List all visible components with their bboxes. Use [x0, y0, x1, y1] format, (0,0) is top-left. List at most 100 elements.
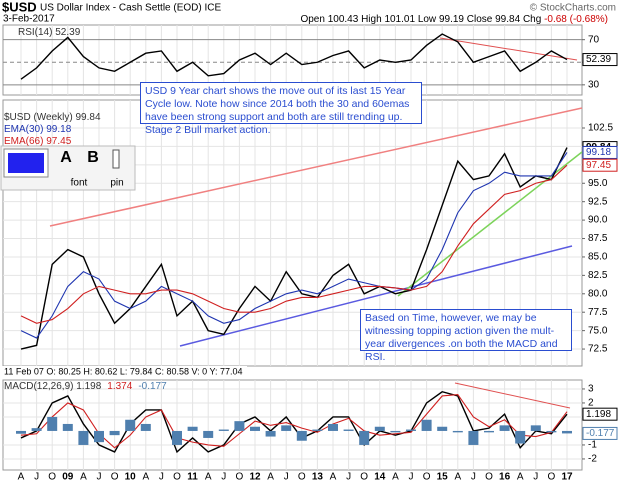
- support-line: [179, 245, 573, 347]
- histogram-bar: [437, 426, 448, 431]
- histogram-bar: [78, 430, 89, 445]
- macd-trendline: [454, 382, 571, 409]
- x-tick-label: 13: [312, 472, 324, 483]
- color-swatch[interactable]: [8, 153, 44, 173]
- value-tag-label: -0.177: [586, 428, 615, 439]
- histogram-bar: [250, 426, 260, 431]
- x-tick-label: A: [18, 472, 25, 483]
- histogram-bar: [218, 429, 229, 431]
- value-tag: [582, 145, 618, 159]
- series-line: [20, 152, 568, 339]
- x-tick-label: O: [298, 472, 306, 483]
- instrument-name: US Dollar Index - Cash Settle (EOD) ICE: [40, 3, 221, 14]
- x-tick-label: O: [48, 472, 56, 483]
- x-tick-label: 12: [249, 472, 261, 483]
- histogram-bar: [484, 430, 494, 433]
- histogram-bar: [562, 430, 572, 434]
- histogram-bar: [47, 416, 58, 431]
- y-tick-label: -1: [588, 440, 597, 451]
- x-tick-label: O: [360, 472, 368, 483]
- legend-entry: 1.374: [107, 381, 132, 392]
- x-tick-label: A: [392, 472, 399, 483]
- y-tick-label: 82.5: [588, 270, 608, 281]
- histogram-bar: [546, 430, 557, 433]
- histogram-bar: [281, 425, 292, 431]
- histogram-bar: [406, 429, 416, 431]
- x-tick-label: J: [346, 472, 351, 483]
- value-tag: [582, 426, 618, 440]
- x-tick-label: O: [111, 472, 119, 483]
- histogram-bar: [515, 430, 526, 444]
- series-line: [20, 393, 568, 449]
- legend-entry: $USD (Weekly) 99.84: [4, 112, 101, 123]
- histogram-bar: [343, 429, 354, 431]
- histogram-bar: [94, 430, 104, 443]
- histogram-bar: [530, 425, 541, 431]
- x-tick-label: 10: [125, 472, 137, 483]
- legend-name: MACD(12,26,9): [4, 381, 73, 392]
- quote-line: Open 100.43 High 101.01 Low 99.19 Close …: [300, 14, 608, 25]
- y-tick-label: 3: [588, 384, 594, 395]
- value-tag: [582, 158, 618, 172]
- series-line: [20, 147, 568, 350]
- x-tick-label: 17: [561, 472, 573, 483]
- series-line: [20, 390, 568, 454]
- histogram-bar: [421, 419, 432, 431]
- legend-value: 99.18: [46, 124, 71, 135]
- x-tick-label: J: [471, 472, 476, 483]
- histogram-bar: [265, 430, 276, 437]
- rsi-trendline: [439, 37, 578, 61]
- legend-value: -0.177: [138, 381, 167, 392]
- x-tick-label: A: [517, 472, 524, 483]
- info-bar: 11 Feb 07 O: 80.25 H: 80.62 L: 79.84 C: …: [4, 366, 243, 376]
- annotation: USD 9 Year chart shows the move out of i…: [140, 82, 422, 136]
- x-tick-label: 14: [374, 472, 386, 483]
- histogram-bar: [234, 421, 245, 431]
- pin-icon[interactable]: [112, 149, 120, 169]
- series-line: [20, 33, 568, 80]
- font-b[interactable]: B: [87, 149, 99, 166]
- y-tick-label: 92.5: [588, 196, 608, 207]
- legend-name: EMA(66): [4, 136, 43, 147]
- legend-entry: EMA(66) 97.45: [4, 136, 72, 147]
- x-tick-label: O: [548, 472, 556, 483]
- histogram-bar: [390, 430, 401, 433]
- legend-entry: RSI(14) 52.39: [18, 27, 81, 38]
- value-tag: [582, 407, 618, 421]
- font-a[interactable]: A: [60, 149, 72, 166]
- pin-caption: pin: [110, 178, 123, 189]
- histogram-bar: [312, 429, 323, 431]
- histogram-bar: [31, 428, 42, 431]
- y-tick-label: 102.5: [588, 123, 613, 134]
- legend-entry: -0.177: [138, 381, 167, 392]
- y-tick-label: 30: [588, 79, 600, 90]
- value-tag: [582, 53, 618, 67]
- y-tick-label: 85.0: [588, 252, 608, 263]
- histogram-bar: [452, 430, 463, 433]
- x-tick-label: O: [236, 472, 244, 483]
- x-tick-label: J: [533, 472, 538, 483]
- y-tick-label: 95.0: [588, 178, 608, 189]
- y-tick-label: 70: [588, 34, 600, 45]
- histogram-bar: [296, 430, 307, 441]
- date: 3-Feb-2017: [3, 14, 55, 25]
- histogram-bar: [187, 426, 198, 431]
- x-tick-label: 16: [499, 472, 511, 483]
- x-tick-label: A: [454, 472, 461, 483]
- histogram-bar: [109, 430, 120, 436]
- y-tick-label: 87.5: [588, 233, 608, 244]
- y-tick-label: 75.0: [588, 325, 608, 336]
- credit: © StockCharts.com: [530, 3, 616, 14]
- legend-name: $USD (Weekly): [4, 112, 73, 123]
- y-tick-label: -2: [588, 454, 597, 465]
- info-bar-bg: [2, 366, 247, 378]
- y-tick-label: 77.5: [588, 307, 608, 318]
- histogram-bar: [359, 430, 370, 445]
- legend-value: 97.45: [46, 136, 71, 147]
- y-tick-label: 80.0: [588, 288, 608, 299]
- annotation: Based on Time, however, we may be witnes…: [360, 309, 572, 363]
- legend-name: RSI(14): [18, 27, 52, 38]
- value-tag-label: 52.39: [586, 54, 611, 65]
